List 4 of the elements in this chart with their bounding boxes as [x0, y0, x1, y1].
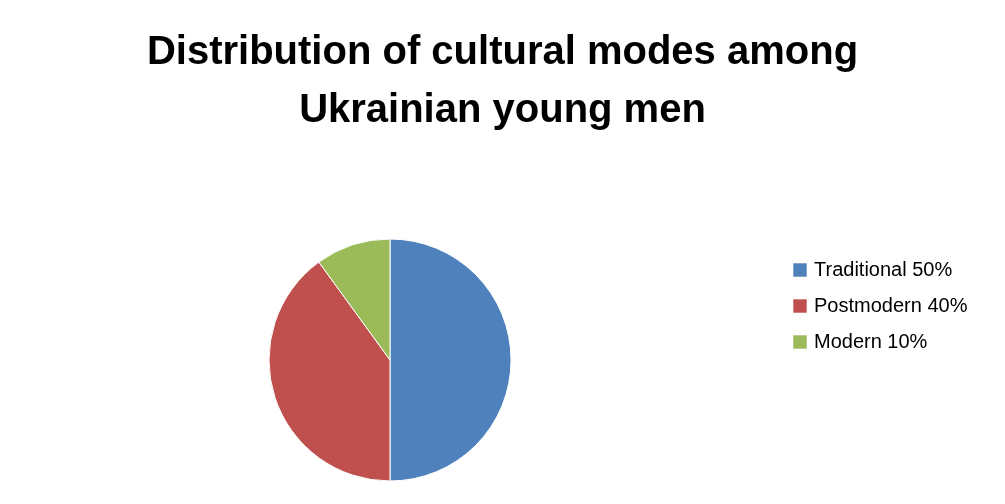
legend-label: Postmodern 40% [814, 294, 968, 316]
legend-label: Traditional 50% [814, 258, 953, 280]
legend-label: Modern 10% [814, 330, 928, 352]
chart-title: Distribution of cultural modes among Ukrainian young men [146, 28, 859, 130]
